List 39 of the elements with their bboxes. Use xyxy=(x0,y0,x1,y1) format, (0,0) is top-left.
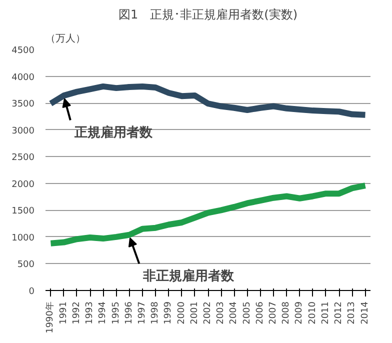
y-tick-label: 2000 xyxy=(12,180,35,190)
x-tick-label: 2013 xyxy=(347,302,358,324)
y-tick-label: 500 xyxy=(17,260,35,270)
y-axis-title: （万人） xyxy=(46,34,86,44)
x-tick-label: 1996 xyxy=(124,301,134,324)
x-tick-label: 2009 xyxy=(294,301,305,324)
x-tick-label: 1998 xyxy=(150,301,161,324)
x-tick-label: 2002 xyxy=(203,302,213,324)
x-tick-label: 2008 xyxy=(282,301,292,324)
x-tick-label: 1990年 xyxy=(44,302,56,334)
x-tick-label: 2005 xyxy=(242,302,252,324)
x-tick-label: 2001 xyxy=(190,302,200,324)
x-tick-label: 1992 xyxy=(72,302,82,324)
x-tick-label: 2010 xyxy=(308,301,318,324)
y-tick-label: 4500 xyxy=(12,46,35,56)
x-tick-label: 1994 xyxy=(98,301,108,324)
y-tick-label: 0 xyxy=(28,287,35,297)
x-tick-label: 1999 xyxy=(164,301,174,324)
y-tick-label: 4000 xyxy=(12,72,35,83)
x-tick-label: 1991 xyxy=(58,302,69,324)
chart-title: 図1 正規･非正規雇用者数(実数) xyxy=(118,8,298,22)
annotation: 非正規雇用者数 xyxy=(142,268,236,284)
x-tick-label: 2011 xyxy=(320,302,331,324)
x-tick-label: 2000 xyxy=(176,301,187,324)
y-tick-label: 3500 xyxy=(12,100,35,110)
x-tick-label: 2007 xyxy=(268,302,279,324)
y-tick-label: 3000 xyxy=(12,126,35,136)
x-tick-label: 2014 xyxy=(360,301,370,324)
y-tick-label: 1500 xyxy=(12,206,35,217)
y-tick-label: 1000 xyxy=(12,233,35,244)
x-tick-label: 2006 xyxy=(255,301,266,324)
x-tick-label: 2004 xyxy=(229,301,240,324)
y-tick-label: 2500 xyxy=(12,153,35,164)
x-tick-label: 2012 xyxy=(334,302,344,324)
x-tick-label: 1995 xyxy=(111,302,122,324)
x-tick-label: 2003 xyxy=(216,302,226,324)
annotation: 正規雇用者数 xyxy=(73,124,154,141)
x-tick-label: 1997 xyxy=(137,302,148,324)
x-tick-label: 1993 xyxy=(85,302,96,324)
